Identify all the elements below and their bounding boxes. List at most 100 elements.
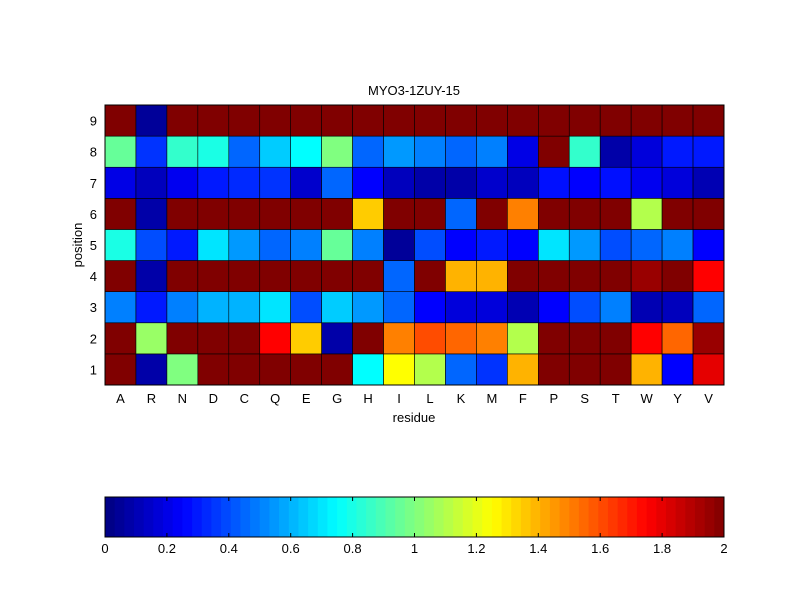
heatmap-cell-T-5: [599, 229, 632, 261]
x-tick-label: T: [612, 391, 620, 406]
colorbar-segment: [578, 497, 590, 537]
colorbar-segment: [182, 497, 193, 537]
y-tick-label: 1: [90, 362, 97, 377]
heatmap-cell-F-1: [507, 353, 539, 386]
colorbar-segment: [211, 497, 222, 537]
heatmap-cell-F-6: [507, 198, 539, 230]
heatmap-cell-Q-9: [259, 104, 292, 137]
heatmap-cell-E-4: [290, 260, 322, 292]
heatmap-cell-I-2: [383, 322, 415, 355]
heatmap-cell-I-1: [383, 353, 415, 386]
heatmap-cell-R-9: [135, 104, 168, 137]
heatmap-cell-M-5: [476, 229, 508, 261]
heatmap-cell-Q-1: [259, 353, 292, 386]
heatmap-cell-N-6: [166, 198, 199, 230]
colorbar-segment: [443, 497, 454, 537]
heatmap-cell-N-4: [166, 260, 199, 292]
colorbar-segment: [588, 497, 599, 537]
heatmap-cell-E-8: [290, 135, 322, 168]
x-tick-label: C: [240, 391, 249, 406]
colorbar-segment: [540, 497, 551, 537]
colorbar-segment: [627, 497, 638, 537]
colorbar-tick-label: 0.8: [344, 541, 362, 556]
heatmap-cell-A-2: [104, 322, 137, 355]
colorbar-segment: [327, 497, 338, 537]
heatmap-cell-W-2: [630, 322, 663, 355]
heatmap-cell-T-4: [599, 260, 632, 292]
heatmap-cell-R-7: [135, 166, 168, 199]
colorbar-segment: [337, 497, 348, 537]
heatmap-cell-Y-8: [661, 135, 694, 168]
heatmap-cell-M-6: [476, 198, 508, 230]
colorbar-tick-label: 1.4: [529, 541, 547, 556]
heatmap-cell-K-4: [445, 260, 477, 292]
heatmap-cell-M-7: [476, 166, 508, 199]
heatmap-cell-C-8: [228, 135, 261, 168]
colorbar-segment: [675, 497, 686, 537]
heatmap-cell-F-9: [507, 104, 539, 137]
heatmap-cell-L-6: [414, 198, 446, 230]
heatmap-cell-R-2: [135, 322, 168, 355]
heatmap-cell-W-8: [630, 135, 663, 168]
colorbar-segment: [105, 497, 116, 537]
heatmap-cell-E-6: [290, 198, 322, 230]
heatmap-cell-L-4: [414, 260, 446, 292]
colorbar-segment: [134, 497, 145, 537]
heatmap-cell-I-8: [383, 135, 415, 168]
heatmap-cell-W-6: [630, 198, 663, 230]
colorbar-segment: [366, 497, 377, 537]
colorbar-segment: [694, 497, 706, 537]
colorbar-segment: [240, 497, 251, 537]
heatmap-cell-S-8: [568, 135, 601, 168]
heatmap-cell-K-9: [445, 104, 477, 137]
heatmap-cell-Y-5: [661, 229, 694, 261]
heatmap-cell-H-9: [352, 104, 384, 137]
heatmap-cell-N-3: [166, 291, 199, 324]
heatmap-cell-E-7: [290, 166, 322, 199]
colorbar-segment: [424, 497, 435, 537]
colorbar-segment: [124, 497, 135, 537]
colorbar-segment: [201, 497, 212, 537]
heatmap-cell-L-3: [414, 291, 446, 324]
colorbar-segment: [250, 497, 261, 537]
heatmap-cell-C-2: [228, 322, 261, 355]
colorbar-segment: [269, 497, 280, 537]
heatmap-cell-H-2: [352, 322, 384, 355]
heatmap-cell-S-1: [568, 353, 601, 386]
colorbar-segment: [153, 497, 164, 537]
heatmap-cell-T-9: [599, 104, 632, 137]
heatmap-cell-R-8: [135, 135, 168, 168]
x-tick-label: E: [302, 391, 311, 406]
colorbar-tick-label: 1.8: [653, 541, 671, 556]
colorbar-segment: [598, 497, 609, 537]
heatmap-cell-A-6: [104, 198, 137, 230]
heatmap-cell-Q-8: [259, 135, 292, 168]
x-tick-label: I: [397, 391, 401, 406]
heatmap-cell-C-7: [228, 166, 261, 199]
heatmap-cell-P-9: [537, 104, 570, 137]
heatmap-cell-P-7: [537, 166, 570, 199]
x-tick-label: M: [486, 391, 497, 406]
chart-title: MYO3-1ZUY-15: [368, 83, 460, 98]
heatmap-cell-E-3: [290, 291, 322, 324]
colorbar-segment: [685, 497, 696, 537]
heatmap-cell-S-2: [568, 322, 601, 355]
x-tick-label: D: [209, 391, 218, 406]
heatmap-cell-C-4: [228, 260, 261, 292]
heatmap-cell-F-7: [507, 166, 539, 199]
colorbar-tick-label: 0.6: [282, 541, 300, 556]
heatmap-cell-A-9: [104, 104, 137, 137]
heatmap-cell-A-7: [104, 166, 137, 199]
colorbar-segment: [221, 497, 232, 537]
x-tick-label: K: [457, 391, 466, 406]
y-tick-label: 5: [90, 238, 97, 253]
colorbar-segment: [704, 497, 715, 537]
heatmap-cell-D-3: [197, 291, 230, 324]
colorbar-segment: [511, 497, 522, 537]
heatmap-cell-Y-3: [661, 291, 694, 324]
heatmap-cells: [104, 104, 725, 386]
heatmap-cell-Q-5: [259, 229, 292, 261]
heatmap-cell-T-2: [599, 322, 632, 355]
heatmap-cell-E-9: [290, 104, 322, 137]
heatmap-cell-H-1: [352, 353, 384, 386]
